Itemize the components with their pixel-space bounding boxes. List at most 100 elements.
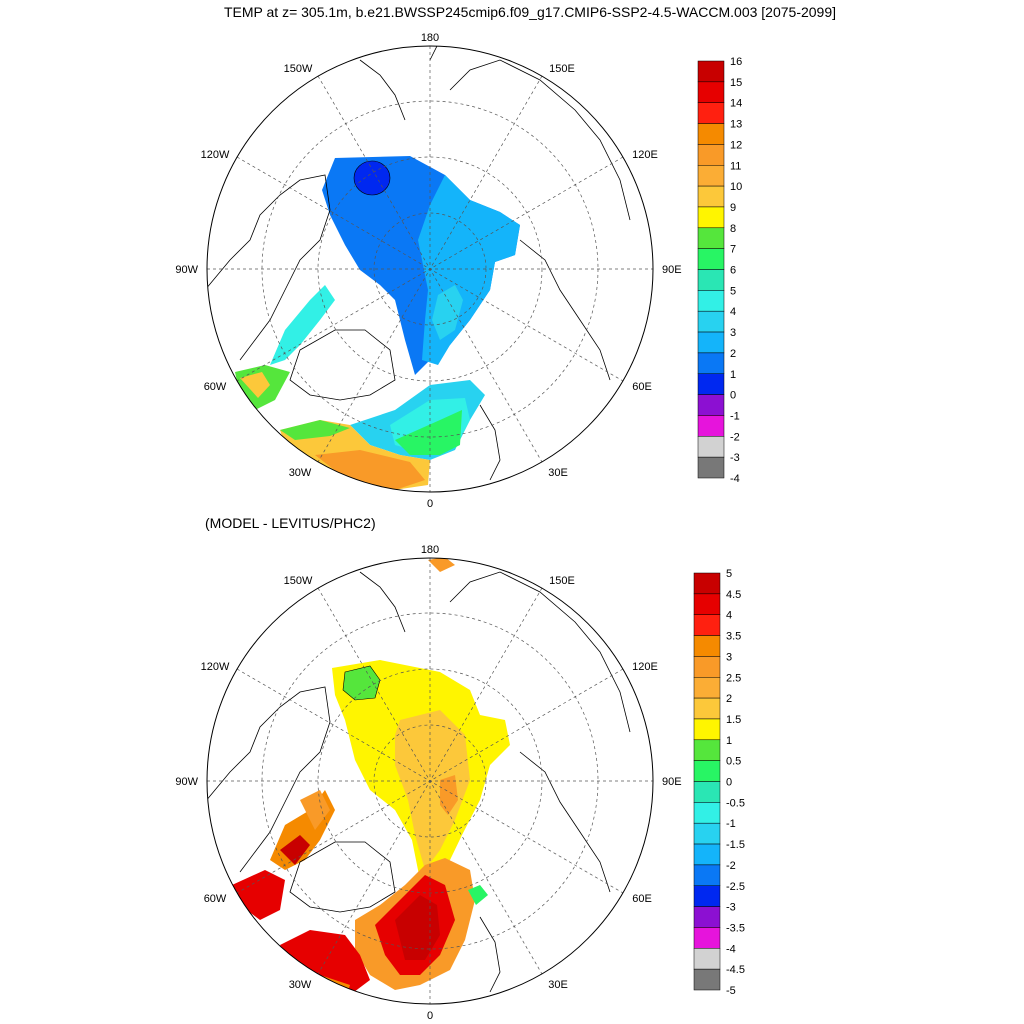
bottom-colorbar-swatch <box>693 781 721 803</box>
bottom-colorbar-tick-label: -1.5 <box>726 839 745 851</box>
bot-field-top-orange <box>428 558 455 572</box>
bottom-colorbar: 5 4.5 4 3.5 3 2.5 2 1.5 1 0.5 0 -0.5 -1 -1.5 -2 -2.5 -3 -… <box>693 568 745 997</box>
bottom-colorbar-tick-label: -4 <box>726 943 736 955</box>
top-colorbar-swatch <box>697 248 725 270</box>
top-colorbar-tick-label: 11 <box>730 160 741 172</box>
top-colorbar-swatch <box>697 352 725 374</box>
bottom-colorbar-swatch <box>693 656 721 678</box>
bot-field-nordic-max <box>395 895 440 960</box>
top-colorbar-swatch <box>697 394 725 416</box>
bot-field-east-green <box>468 885 488 905</box>
bottom-colorbar-tick-label: -2 <box>726 860 736 872</box>
bot-lon-150w-label: 150W <box>284 575 313 587</box>
top-lon-180-label: 180 <box>421 32 439 44</box>
bottom-colorbar-tick-label: -3 <box>726 902 736 914</box>
top-colorbar-swatch <box>697 269 725 291</box>
top-field-atlantic-green <box>280 420 350 440</box>
top-colorbar-tick-label: 12 <box>730 139 742 151</box>
bottom-colorbar-tick-label: 1 <box>726 735 732 747</box>
top-polar-map: 180 0 90W 90E 150W 150E 120W 120E 60W 60… <box>175 32 681 510</box>
top-colorbar-tick-label: -3 <box>730 452 740 464</box>
top-colorbar-swatch <box>697 436 725 458</box>
bottom-colorbar-swatch <box>693 760 721 782</box>
bottom-colorbar-tick-label: -3.5 <box>726 922 745 934</box>
top-field-atlantic-11 <box>315 450 425 490</box>
bottom-colorbar-tick-label: -1 <box>726 818 736 830</box>
bottom-colorbar-tick-label: 0 <box>726 777 732 789</box>
bottom-colorbar-tick-label: -2.5 <box>726 881 745 893</box>
bot-lon-120e-label: 120E <box>632 661 658 673</box>
top-lon-120w-label: 120W <box>201 149 230 161</box>
bottom-colorbar-swatch <box>693 718 721 741</box>
bottom-colorbar-swatch <box>693 572 721 595</box>
top-colorbar-tick-label: 5 <box>730 285 736 297</box>
top-lon-150e-label: 150E <box>549 63 575 75</box>
top-colorbar-tick-label: 13 <box>730 119 742 131</box>
bot-field-baffin-core <box>280 835 310 865</box>
bot-field-green <box>342 665 381 701</box>
bottom-colorbar-swatch <box>693 593 721 615</box>
bottom-colorbar-tick-label: 5 <box>726 568 732 580</box>
bottom-polar-map: 180 0 90W 90E 150W 150E 120W 120E 60W 60… <box>175 544 681 1022</box>
bottom-colorbar-tick-label: 3.5 <box>726 631 741 643</box>
top-colorbar-tick-label: 0 <box>730 390 736 402</box>
top-field-baffin <box>270 285 335 365</box>
bottom-colorbar-tick-label: 4.5 <box>726 589 741 601</box>
bot-field-2.5-3 <box>440 775 458 815</box>
top-colorbar-swatch <box>697 60 725 83</box>
top-colorbar-tick-label: 7 <box>730 244 736 256</box>
top-colorbar-tick-label: -2 <box>730 431 740 443</box>
top-lon-0-label: 0 <box>427 498 433 510</box>
top-colorbar-tick-label: 6 <box>730 265 736 277</box>
top-colorbar-swatch <box>697 81 725 103</box>
bot-field-2-2.5 <box>395 710 470 870</box>
top-colorbar-swatch <box>697 373 725 395</box>
top-lon-30e-label: 30E <box>548 467 568 479</box>
top-lon-90e-label: 90E <box>662 264 682 276</box>
bot-lon-60w-label: 60W <box>204 893 227 905</box>
bottom-colorbar-swatch <box>693 843 721 866</box>
top-colorbar-tick-label: 9 <box>730 202 736 214</box>
bot-lon-120w-label: 120W <box>201 661 230 673</box>
top-colorbar-tick-label: 4 <box>730 306 736 318</box>
bottom-colorbar-tick-label: 4 <box>726 610 732 622</box>
bottom-colorbar-tick-label: -5 <box>726 985 736 997</box>
top-field-labrador-core <box>240 372 270 398</box>
top-colorbar-swatch <box>697 227 725 249</box>
bot-lon-30w-label: 30W <box>289 979 312 991</box>
top-lon-150w-label: 150W <box>284 63 313 75</box>
top-colorbar-tick-label: 3 <box>730 327 736 339</box>
top-lon-30w-label: 30W <box>289 467 312 479</box>
bot-lon-180-label: 180 <box>421 544 439 556</box>
bottom-colorbar-swatch <box>693 864 721 887</box>
bottom-colorbar-swatch <box>693 614 721 636</box>
bottom-colorbar-swatch <box>693 802 721 824</box>
top-colorbar-tick-label: 14 <box>730 98 742 110</box>
bottom-colorbar-tick-label: 2 <box>726 693 732 705</box>
top-field-3-4 <box>432 285 463 340</box>
bottom-colorbar-swatch <box>693 697 721 720</box>
top-lon-60e-label: 60E <box>632 381 652 393</box>
top-colorbar-tick-label: -1 <box>730 410 740 422</box>
top-colorbar-swatch <box>697 456 725 479</box>
top-lon-90w-label: 90W <box>175 264 198 276</box>
bottom-colorbar-tick-label: -4.5 <box>726 964 745 976</box>
top-colorbar-swatch <box>697 290 725 312</box>
top-colorbar-swatch <box>697 144 725 166</box>
bottom-colorbar-swatch <box>693 885 721 907</box>
bottom-colorbar-swatch <box>693 635 721 657</box>
bot-lon-90e-label: 90E <box>662 776 682 788</box>
bottom-colorbar-swatch <box>693 968 721 991</box>
bottom-colorbar-swatch <box>693 677 721 699</box>
bottom-colorbar-tick-label: 0.5 <box>726 756 741 768</box>
top-colorbar-swatch <box>697 415 725 437</box>
bottom-colorbar-tick-label: 2.5 <box>726 672 741 684</box>
figure-title: TEMP at z= 305.1m, b.e21.BWSSP245cmip6.f… <box>223 4 837 20</box>
top-colorbar-swatch <box>697 206 725 229</box>
top-colorbar-tick-label: -4 <box>730 473 740 485</box>
bot-field-baffin-north <box>300 790 330 830</box>
bottom-colorbar-swatch <box>693 948 721 970</box>
bottom-colorbar-swatch <box>693 906 721 928</box>
bot-lon-150e-label: 150E <box>549 575 575 587</box>
